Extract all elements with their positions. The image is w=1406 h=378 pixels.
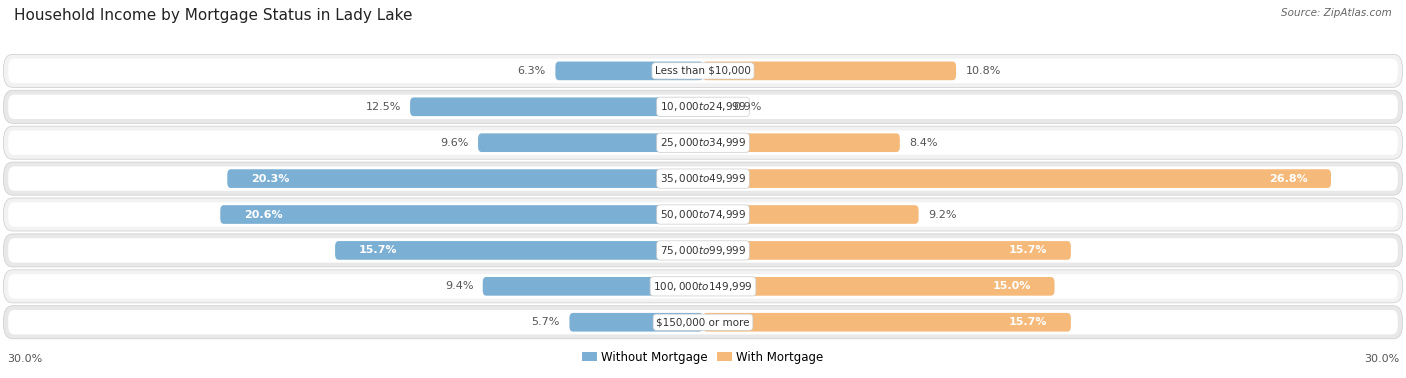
FancyBboxPatch shape xyxy=(569,313,703,332)
FancyBboxPatch shape xyxy=(3,234,1403,267)
Text: $10,000 to $24,999: $10,000 to $24,999 xyxy=(659,100,747,113)
FancyBboxPatch shape xyxy=(3,306,1403,339)
FancyBboxPatch shape xyxy=(703,133,900,152)
Text: Less than $10,000: Less than $10,000 xyxy=(655,66,751,76)
Text: $100,000 to $149,999: $100,000 to $149,999 xyxy=(654,280,752,293)
Text: 9.6%: 9.6% xyxy=(440,138,468,148)
FancyBboxPatch shape xyxy=(703,205,918,224)
Text: $25,000 to $34,999: $25,000 to $34,999 xyxy=(659,136,747,149)
Text: Household Income by Mortgage Status in Lady Lake: Household Income by Mortgage Status in L… xyxy=(14,8,412,23)
FancyBboxPatch shape xyxy=(3,54,1403,87)
FancyBboxPatch shape xyxy=(8,59,1398,83)
Text: 30.0%: 30.0% xyxy=(1364,354,1399,364)
FancyBboxPatch shape xyxy=(3,270,1403,303)
Text: $75,000 to $99,999: $75,000 to $99,999 xyxy=(659,244,747,257)
Text: 20.6%: 20.6% xyxy=(243,209,283,220)
Text: 0.9%: 0.9% xyxy=(734,102,762,112)
FancyBboxPatch shape xyxy=(703,241,1071,260)
FancyBboxPatch shape xyxy=(555,62,703,80)
Text: $150,000 or more: $150,000 or more xyxy=(657,317,749,327)
FancyBboxPatch shape xyxy=(478,133,703,152)
FancyBboxPatch shape xyxy=(3,162,1403,195)
Text: Source: ZipAtlas.com: Source: ZipAtlas.com xyxy=(1281,8,1392,17)
FancyBboxPatch shape xyxy=(411,98,703,116)
Text: 10.8%: 10.8% xyxy=(966,66,1001,76)
FancyBboxPatch shape xyxy=(8,310,1398,335)
FancyBboxPatch shape xyxy=(3,90,1403,123)
Text: 12.5%: 12.5% xyxy=(366,102,401,112)
Text: 9.4%: 9.4% xyxy=(444,281,474,291)
Text: 15.7%: 15.7% xyxy=(359,245,396,256)
FancyBboxPatch shape xyxy=(3,126,1403,159)
FancyBboxPatch shape xyxy=(8,202,1398,227)
FancyBboxPatch shape xyxy=(703,313,1071,332)
FancyBboxPatch shape xyxy=(482,277,703,296)
FancyBboxPatch shape xyxy=(703,169,1331,188)
Text: $35,000 to $49,999: $35,000 to $49,999 xyxy=(659,172,747,185)
Text: 15.7%: 15.7% xyxy=(1010,317,1047,327)
Text: 15.0%: 15.0% xyxy=(993,281,1031,291)
FancyBboxPatch shape xyxy=(3,198,1403,231)
Text: 26.8%: 26.8% xyxy=(1268,174,1308,184)
FancyBboxPatch shape xyxy=(703,62,956,80)
FancyBboxPatch shape xyxy=(703,277,1054,296)
FancyBboxPatch shape xyxy=(335,241,703,260)
Text: 15.7%: 15.7% xyxy=(1010,245,1047,256)
Text: $50,000 to $74,999: $50,000 to $74,999 xyxy=(659,208,747,221)
FancyBboxPatch shape xyxy=(8,166,1398,191)
FancyBboxPatch shape xyxy=(8,94,1398,119)
Text: 20.3%: 20.3% xyxy=(250,174,290,184)
Text: 5.7%: 5.7% xyxy=(531,317,560,327)
FancyBboxPatch shape xyxy=(228,169,703,188)
FancyBboxPatch shape xyxy=(703,98,724,116)
FancyBboxPatch shape xyxy=(8,238,1398,263)
Text: 6.3%: 6.3% xyxy=(517,66,546,76)
Text: 9.2%: 9.2% xyxy=(928,209,956,220)
FancyBboxPatch shape xyxy=(221,205,703,224)
Text: 8.4%: 8.4% xyxy=(910,138,938,148)
Legend: Without Mortgage, With Mortgage: Without Mortgage, With Mortgage xyxy=(578,346,828,368)
Text: 30.0%: 30.0% xyxy=(7,354,42,364)
FancyBboxPatch shape xyxy=(8,130,1398,155)
FancyBboxPatch shape xyxy=(8,274,1398,299)
